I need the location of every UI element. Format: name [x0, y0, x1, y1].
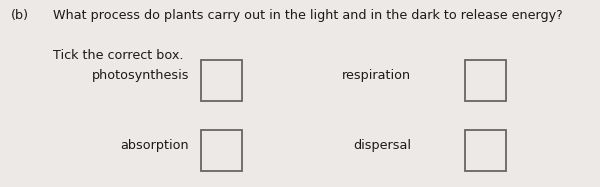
Bar	[201, 130, 242, 171]
Text: (b): (b)	[11, 9, 29, 22]
Text: photosynthesis: photosynthesis	[91, 69, 189, 82]
Bar	[201, 60, 242, 101]
Text: Tick the correct box.: Tick the correct box.	[53, 49, 184, 62]
Text: absorption: absorption	[121, 139, 189, 152]
Bar	[465, 60, 506, 101]
Text: dispersal: dispersal	[353, 139, 411, 152]
Bar	[465, 130, 506, 171]
Text: What process do plants carry out in the light and in the dark to release energy?: What process do plants carry out in the …	[53, 9, 563, 22]
Text: respiration: respiration	[342, 69, 411, 82]
